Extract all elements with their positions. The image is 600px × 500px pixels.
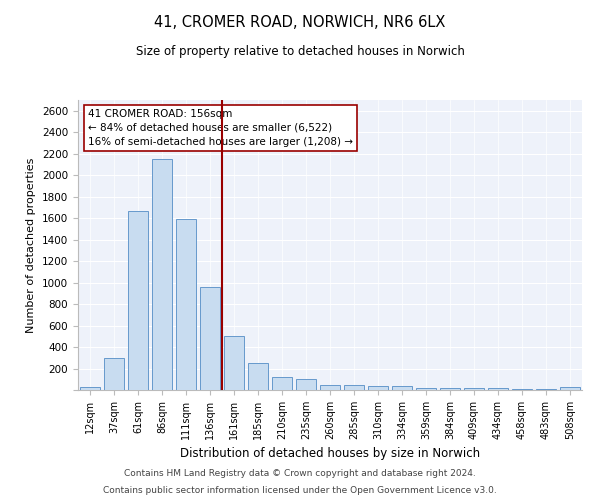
Bar [416, 388, 436, 390]
Bar [488, 388, 508, 390]
Bar [224, 336, 244, 390]
Bar [152, 159, 172, 390]
Bar [272, 377, 292, 390]
Bar [296, 380, 316, 390]
Bar [128, 210, 148, 390]
Y-axis label: Number of detached properties: Number of detached properties [26, 158, 37, 332]
Bar [104, 358, 124, 390]
Bar [176, 219, 196, 390]
Bar [80, 388, 100, 390]
Text: 41, CROMER ROAD, NORWICH, NR6 6LX: 41, CROMER ROAD, NORWICH, NR6 6LX [154, 15, 446, 30]
Bar [560, 388, 580, 390]
Bar [248, 363, 268, 390]
Text: Size of property relative to detached houses in Norwich: Size of property relative to detached ho… [136, 45, 464, 58]
Bar [464, 388, 484, 390]
Bar [440, 388, 460, 390]
Bar [320, 384, 340, 390]
Bar [392, 386, 412, 390]
X-axis label: Distribution of detached houses by size in Norwich: Distribution of detached houses by size … [180, 448, 480, 460]
Bar [344, 384, 364, 390]
Text: Contains HM Land Registry data © Crown copyright and database right 2024.: Contains HM Land Registry data © Crown c… [124, 468, 476, 477]
Bar [200, 287, 220, 390]
Bar [368, 386, 388, 390]
Text: Contains public sector information licensed under the Open Government Licence v3: Contains public sector information licen… [103, 486, 497, 495]
Text: 41 CROMER ROAD: 156sqm
← 84% of detached houses are smaller (6,522)
16% of semi-: 41 CROMER ROAD: 156sqm ← 84% of detached… [88, 108, 353, 146]
